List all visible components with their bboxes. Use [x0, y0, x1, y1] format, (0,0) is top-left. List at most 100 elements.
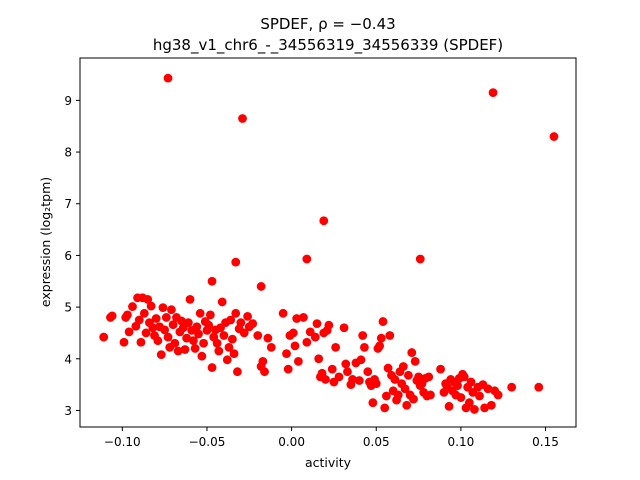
data-point — [119, 337, 129, 347]
data-point — [146, 301, 156, 311]
data-point — [256, 282, 266, 291]
data-point — [299, 313, 308, 322]
data-point — [214, 346, 224, 356]
data-point — [402, 400, 412, 410]
data-point — [292, 314, 302, 323]
data-point — [398, 362, 408, 371]
chart-title-line-2: hg38_v1_chr6_-_34556319_34556339 (SPDEF) — [153, 36, 503, 55]
data-point — [453, 381, 462, 391]
data-point — [444, 401, 454, 411]
data-point — [170, 338, 180, 348]
data-point — [334, 372, 344, 382]
data-point — [293, 356, 303, 366]
y-tick-label: 8 — [64, 146, 72, 160]
y-tick-label: 7 — [64, 197, 72, 211]
x-tick-label: 0.15 — [532, 435, 559, 449]
data-point — [199, 338, 208, 348]
data-point — [231, 308, 241, 318]
data-point — [227, 334, 237, 344]
data-point — [141, 328, 151, 338]
data-point — [378, 317, 388, 326]
data-point — [466, 377, 476, 387]
data-point — [354, 376, 364, 385]
data-point — [385, 331, 395, 340]
data-point — [185, 294, 195, 304]
data-point — [278, 308, 288, 318]
y-tick-label: 6 — [64, 249, 72, 263]
data-point — [124, 327, 134, 337]
data-point — [283, 364, 293, 374]
data-point — [464, 398, 474, 408]
data-point — [302, 254, 312, 264]
data-point — [190, 344, 200, 353]
data-point — [383, 363, 393, 373]
data-point — [488, 88, 498, 98]
data-point — [456, 393, 466, 402]
data-point — [233, 367, 242, 377]
data-point — [167, 305, 176, 315]
data-point — [192, 322, 202, 332]
data-point — [238, 114, 247, 123]
data-point — [236, 318, 246, 328]
data-point — [180, 345, 190, 354]
data-point — [263, 333, 273, 343]
data-point — [222, 355, 232, 365]
y-axis-ticks: 3 4 5 6 7 8 9 — [64, 94, 80, 418]
data-point — [475, 391, 484, 401]
data-point — [314, 354, 324, 364]
chart-title-line-1: SPDEF, ρ = −0.43 — [260, 15, 395, 33]
x-tick-label: −0.10 — [104, 435, 141, 449]
data-point — [253, 331, 263, 340]
x-axis-ticks: −0.10 −0.05 0.00 0.05 0.10 0.15 — [104, 427, 559, 449]
data-point — [459, 372, 469, 382]
data-point — [404, 370, 413, 380]
data-point — [414, 372, 423, 382]
data-point — [99, 332, 109, 342]
data-point — [426, 390, 435, 400]
data-point — [290, 341, 300, 351]
data-point — [363, 367, 373, 377]
data-point — [194, 329, 203, 339]
x-tick-label: 0.00 — [278, 435, 305, 449]
data-point — [302, 337, 312, 347]
data-point — [486, 400, 496, 410]
x-tick-label: 0.05 — [363, 435, 390, 449]
data-point — [483, 384, 493, 394]
y-tick-label: 4 — [64, 352, 72, 366]
data-point — [161, 313, 171, 322]
data-point — [212, 338, 222, 348]
data-point — [143, 294, 153, 304]
data-point — [376, 333, 386, 343]
data-points — [99, 73, 559, 414]
data-point — [382, 391, 391, 401]
data-point — [341, 359, 351, 369]
data-point — [136, 337, 146, 347]
x-tick-label: 0.10 — [448, 435, 475, 449]
data-point — [248, 319, 258, 329]
data-point — [327, 364, 337, 374]
data-point — [371, 379, 381, 388]
data-point — [239, 328, 249, 338]
data-point — [160, 325, 170, 335]
data-point — [231, 257, 241, 267]
data-point — [410, 356, 420, 366]
data-point — [207, 363, 217, 372]
data-point — [375, 341, 385, 351]
data-point — [197, 351, 207, 361]
data-point — [288, 328, 298, 338]
data-point — [343, 367, 352, 377]
data-point — [258, 356, 268, 366]
data-point — [226, 315, 236, 325]
data-point — [339, 323, 349, 333]
data-point — [358, 331, 368, 340]
data-point — [319, 216, 329, 226]
data-point — [229, 349, 239, 359]
data-point — [123, 310, 132, 320]
data-point — [380, 403, 390, 413]
data-point — [158, 303, 168, 313]
data-point — [480, 403, 489, 413]
data-point — [493, 390, 503, 400]
y-tick-label: 9 — [64, 94, 72, 108]
data-point — [219, 331, 229, 340]
data-point — [224, 343, 234, 352]
